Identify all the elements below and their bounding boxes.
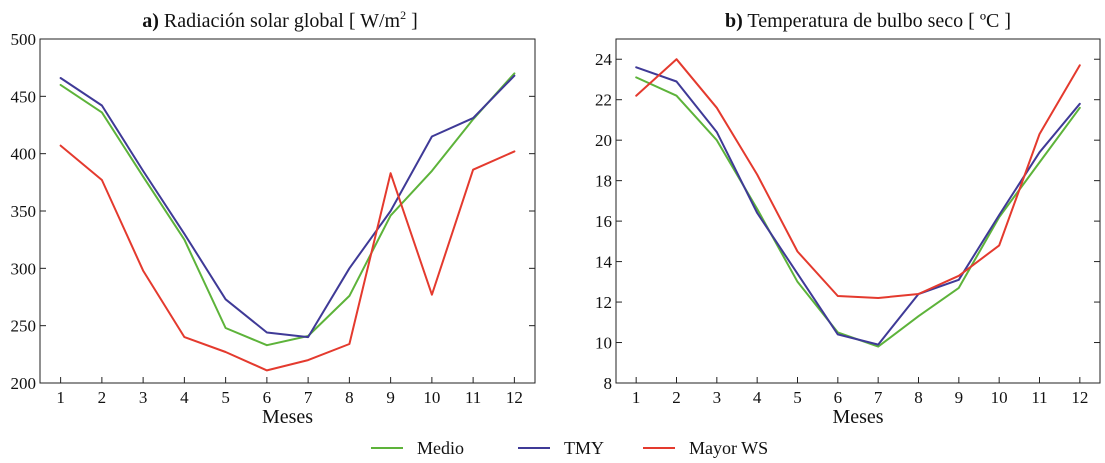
legend-item-tmy: TMY [518, 436, 604, 460]
x-tick-label: 10 [423, 388, 440, 407]
x-tick-label: 11 [465, 388, 481, 407]
y-tick-label: 400 [11, 145, 37, 164]
y-tick-label: 18 [595, 172, 612, 191]
legend-line-mayor-ws [643, 447, 675, 449]
x-tick-label: 8 [914, 388, 923, 407]
chart-title: b) Temperatura de bulbo seco [ ºC ] [725, 10, 1011, 32]
x-tick-label: 3 [139, 388, 148, 407]
y-tick-label: 22 [595, 91, 612, 110]
y-tick-label: 20 [595, 131, 612, 150]
x-tick-label: 5 [221, 388, 230, 407]
y-tick-label: 14 [595, 253, 613, 272]
y-tick-label: 500 [11, 30, 37, 49]
legend: Medio TMY Mayor WS [0, 436, 1105, 460]
chart-title-text: Radiación solar global [ W/m [164, 10, 401, 32]
x-tick-label: 9 [955, 388, 964, 407]
legend-label-tmy: TMY [564, 437, 604, 458]
plot-frame [615, 38, 1101, 384]
x-tick-label: 8 [345, 388, 354, 407]
chart-title-prefix: b) [725, 10, 743, 32]
y-tick-label: 450 [11, 87, 37, 106]
x-tick-label: 9 [386, 388, 395, 407]
y-tick-label: 200 [11, 374, 37, 393]
x-tick-label: 6 [834, 388, 843, 407]
legend-item-mayor-ws: Mayor WS [643, 436, 768, 460]
series-line-medio [635, 76, 1081, 348]
x-axis-label: Meses [832, 406, 883, 428]
legend-item-medio: Medio [371, 436, 464, 460]
chart-title-prefix: a) [142, 10, 159, 32]
y-tick-label: 12 [595, 293, 612, 312]
x-tick-label: 1 [632, 388, 641, 407]
x-tick-label: 12 [1071, 388, 1088, 407]
x-axis-label: Meses [262, 406, 313, 428]
x-tick-label: 6 [263, 388, 272, 407]
series-line-medio [59, 72, 516, 347]
x-tick-label: 2 [98, 388, 107, 407]
x-tick-label: 2 [672, 388, 681, 407]
series-line-tmy [59, 74, 516, 339]
y-tick-label: 300 [11, 259, 37, 278]
x-tick-label: 3 [713, 388, 722, 407]
legend-label-medio: Medio [417, 437, 464, 458]
chart-title-superscript: 2 [400, 8, 406, 22]
x-tick-label: 4 [753, 388, 762, 407]
chart-title-text: Temperatura de bulbo seco [ ºC ] [747, 10, 1011, 32]
legend-line-medio [371, 447, 403, 449]
series-line-mayor-ws [635, 58, 1081, 299]
x-tick-label: 10 [991, 388, 1008, 407]
y-tick-label: 10 [595, 334, 612, 353]
x-tick-label: 4 [180, 388, 189, 407]
legend-line-tmy [518, 447, 550, 449]
x-tick-label: 12 [506, 388, 523, 407]
y-tick-label: 250 [11, 317, 37, 336]
legend-label-mayor-ws: Mayor WS [689, 437, 769, 458]
y-tick-label: 350 [11, 202, 37, 221]
x-tick-label: 7 [874, 388, 883, 407]
x-tick-label: 11 [1031, 388, 1047, 407]
y-tick-label: 8 [604, 374, 613, 393]
series-line-mayor-ws [59, 144, 516, 372]
chart-title-suffix: ] [406, 10, 418, 32]
x-tick-label: 5 [793, 388, 802, 407]
plot-frame [39, 38, 536, 384]
x-tick-label: 1 [56, 388, 65, 407]
y-tick-label: 16 [595, 212, 612, 231]
y-tick-label: 24 [595, 50, 613, 69]
chart-title: a) Radiación solar global [ W/m2 ] [142, 8, 418, 32]
x-tick-label: 7 [304, 388, 313, 407]
series-line-tmy [635, 66, 1081, 346]
